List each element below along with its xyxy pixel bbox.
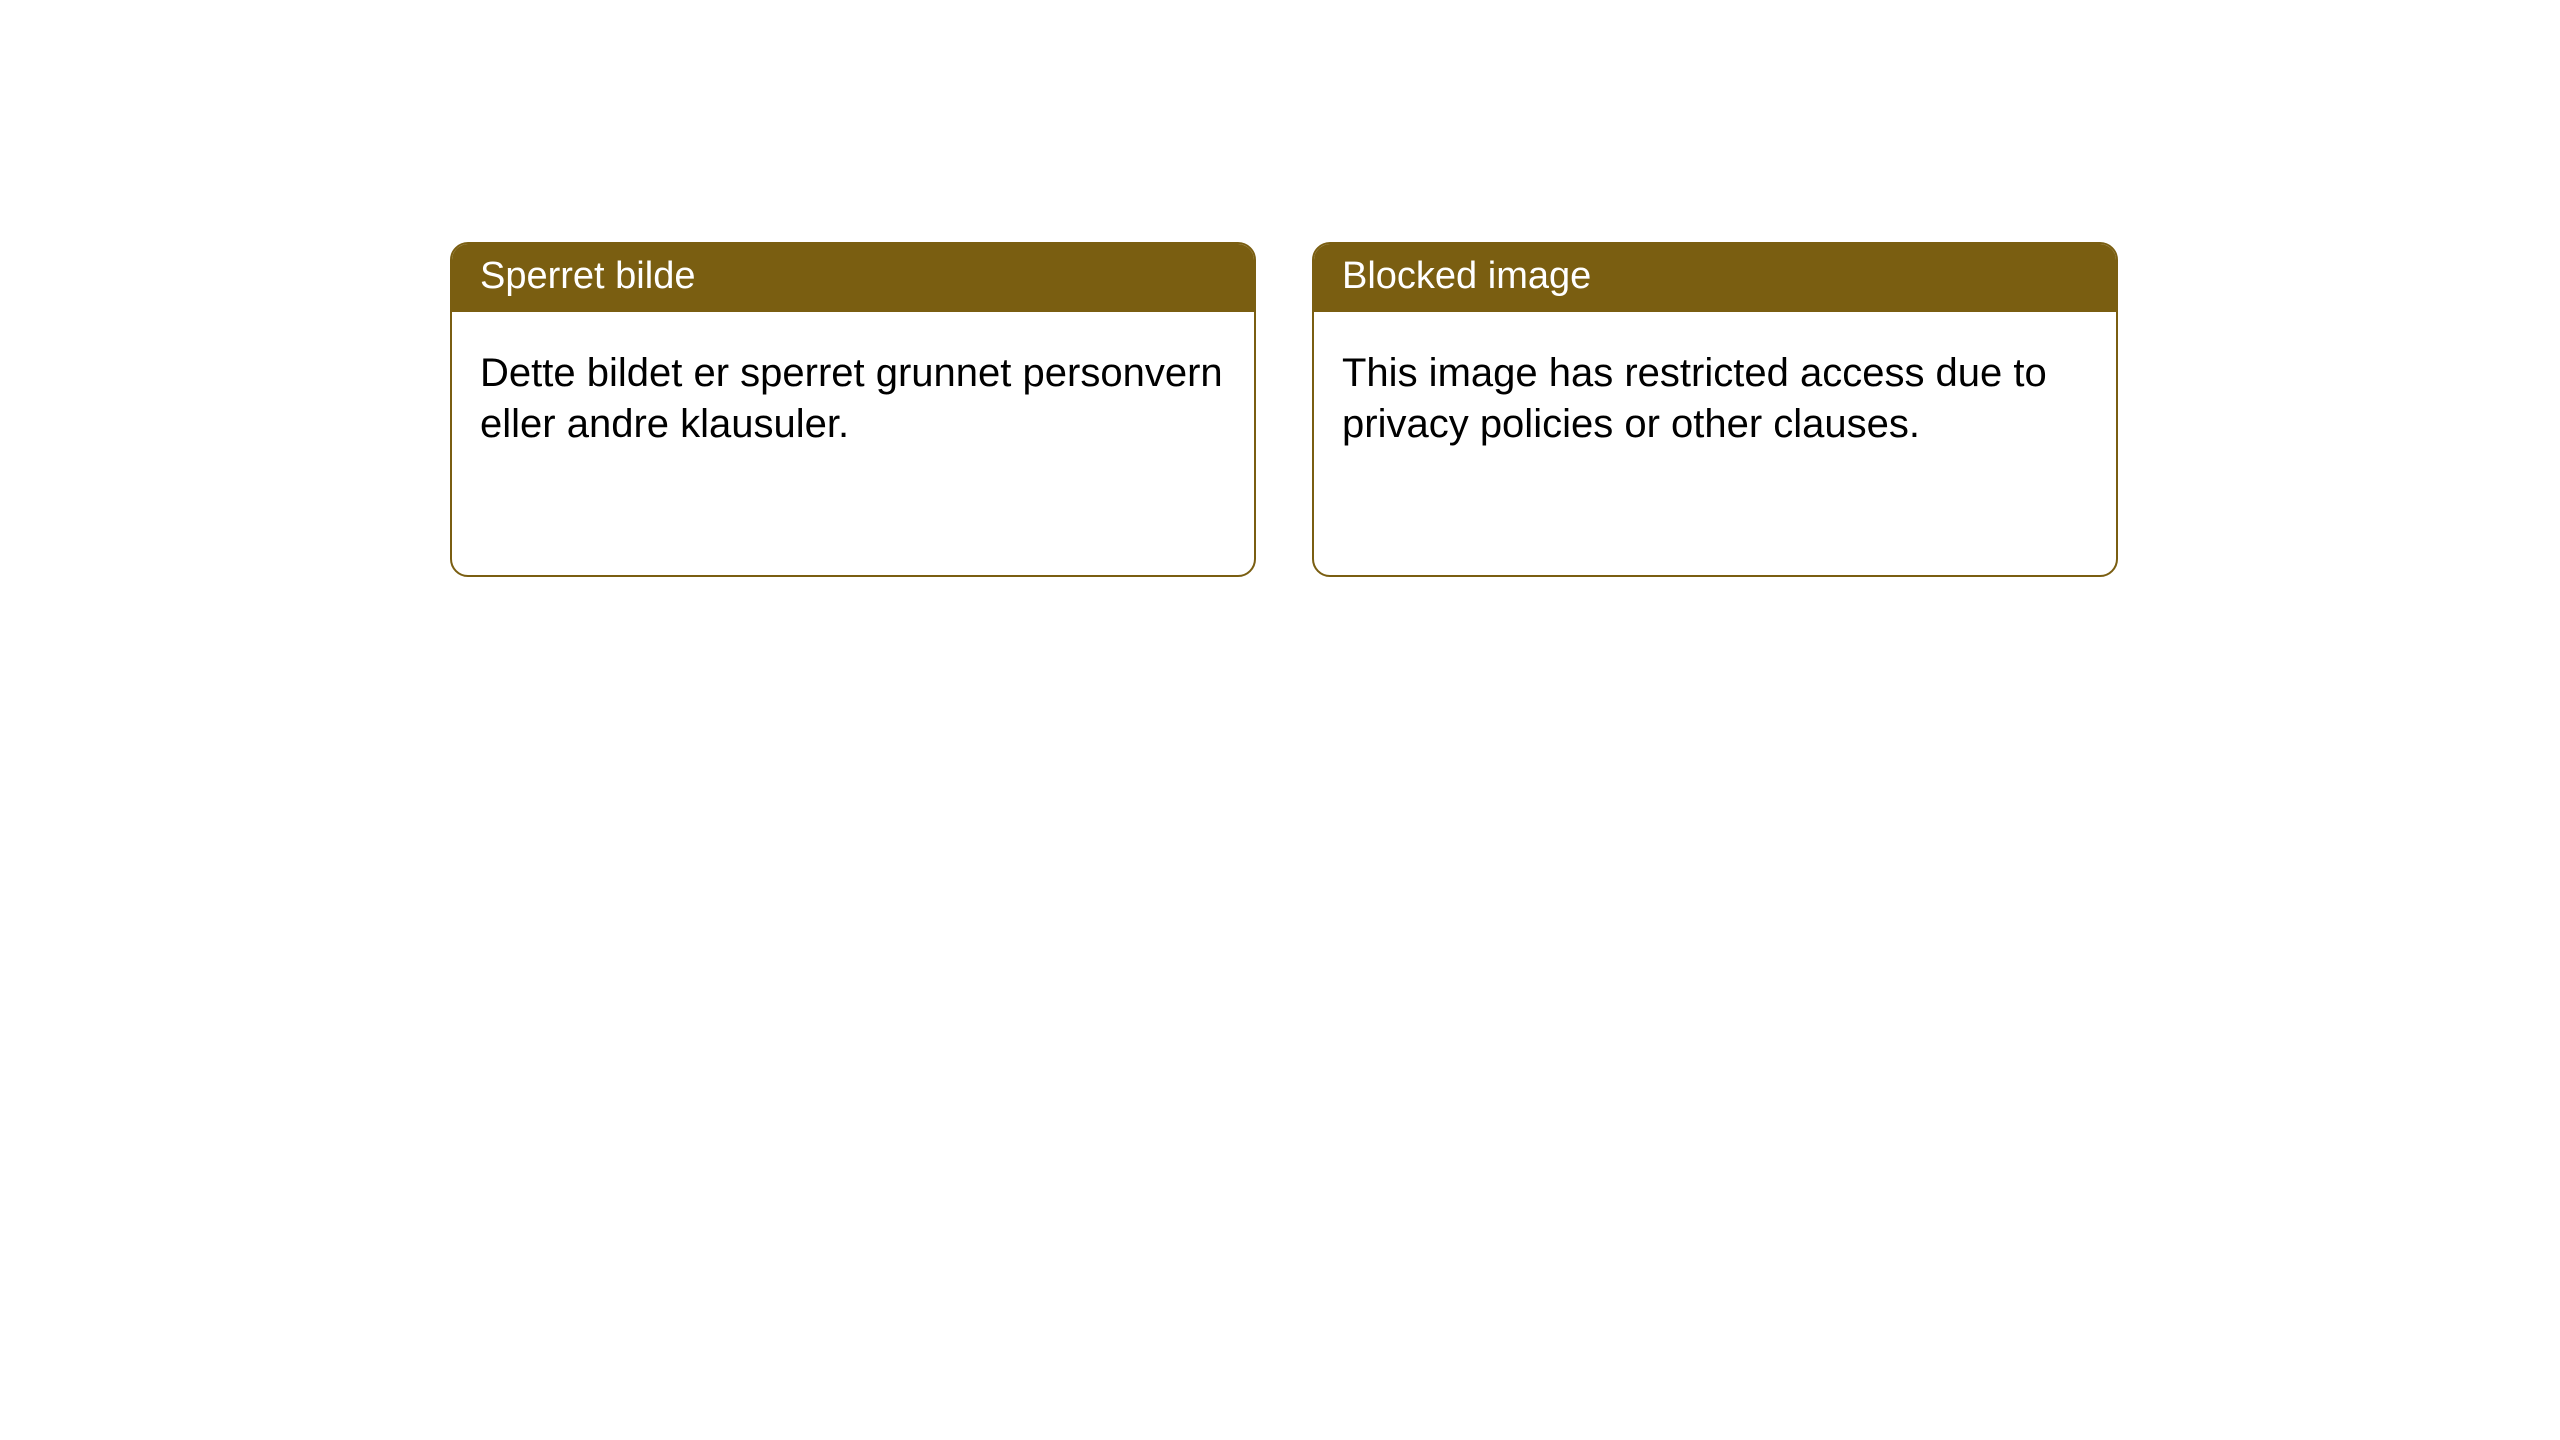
notice-title: Sperret bilde — [452, 244, 1254, 312]
notice-body: This image has restricted access due to … — [1314, 312, 2116, 486]
notice-card-english: Blocked image This image has restricted … — [1312, 242, 2118, 577]
notice-title: Blocked image — [1314, 244, 2116, 312]
notice-container: Sperret bilde Dette bildet er sperret gr… — [450, 242, 2118, 577]
notice-body: Dette bildet er sperret grunnet personve… — [452, 312, 1254, 486]
notice-card-norwegian: Sperret bilde Dette bildet er sperret gr… — [450, 242, 1256, 577]
